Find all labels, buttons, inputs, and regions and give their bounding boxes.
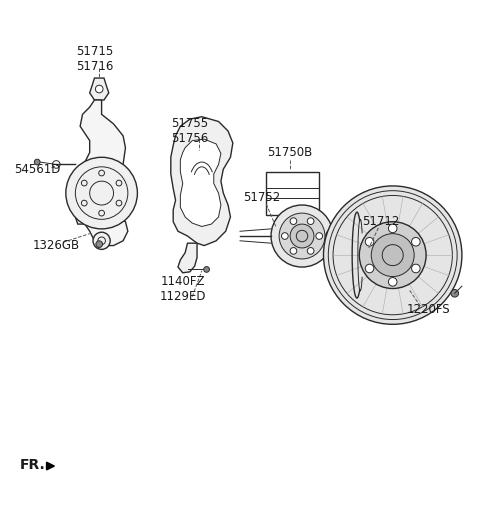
- Circle shape: [307, 218, 314, 225]
- Circle shape: [316, 233, 323, 239]
- Text: 51715
51716: 51715 51716: [76, 45, 113, 74]
- Polygon shape: [178, 243, 197, 273]
- Circle shape: [66, 157, 137, 229]
- Circle shape: [324, 186, 462, 324]
- Polygon shape: [90, 78, 109, 100]
- Text: 1140FZ
1129ED: 1140FZ 1129ED: [159, 274, 206, 302]
- Circle shape: [360, 222, 426, 288]
- Circle shape: [371, 234, 414, 277]
- Text: 51755
51756: 51755 51756: [171, 117, 208, 145]
- Circle shape: [290, 224, 314, 248]
- Circle shape: [411, 264, 420, 273]
- Circle shape: [365, 237, 374, 246]
- Circle shape: [204, 267, 209, 272]
- Text: 54561D: 54561D: [14, 163, 60, 176]
- Circle shape: [96, 241, 103, 248]
- Text: FR.: FR.: [20, 458, 45, 472]
- Circle shape: [96, 85, 103, 93]
- Text: 1326GB: 1326GB: [33, 239, 80, 252]
- Circle shape: [93, 232, 110, 249]
- Circle shape: [388, 224, 397, 233]
- Circle shape: [388, 278, 397, 286]
- Circle shape: [279, 213, 325, 259]
- Circle shape: [281, 233, 288, 239]
- Circle shape: [34, 159, 40, 165]
- Circle shape: [365, 264, 374, 273]
- Circle shape: [271, 205, 333, 267]
- Circle shape: [290, 218, 297, 225]
- Text: 1220FS: 1220FS: [407, 303, 450, 317]
- Circle shape: [290, 248, 297, 254]
- Circle shape: [411, 237, 420, 246]
- Polygon shape: [75, 100, 128, 246]
- Polygon shape: [171, 117, 233, 246]
- Circle shape: [307, 248, 314, 254]
- Circle shape: [451, 289, 458, 297]
- Text: 51752: 51752: [243, 192, 280, 204]
- Text: 51750B: 51750B: [267, 146, 313, 159]
- Bar: [266, 171, 319, 215]
- Polygon shape: [180, 139, 221, 227]
- Text: 51712: 51712: [362, 215, 399, 228]
- Circle shape: [326, 229, 340, 243]
